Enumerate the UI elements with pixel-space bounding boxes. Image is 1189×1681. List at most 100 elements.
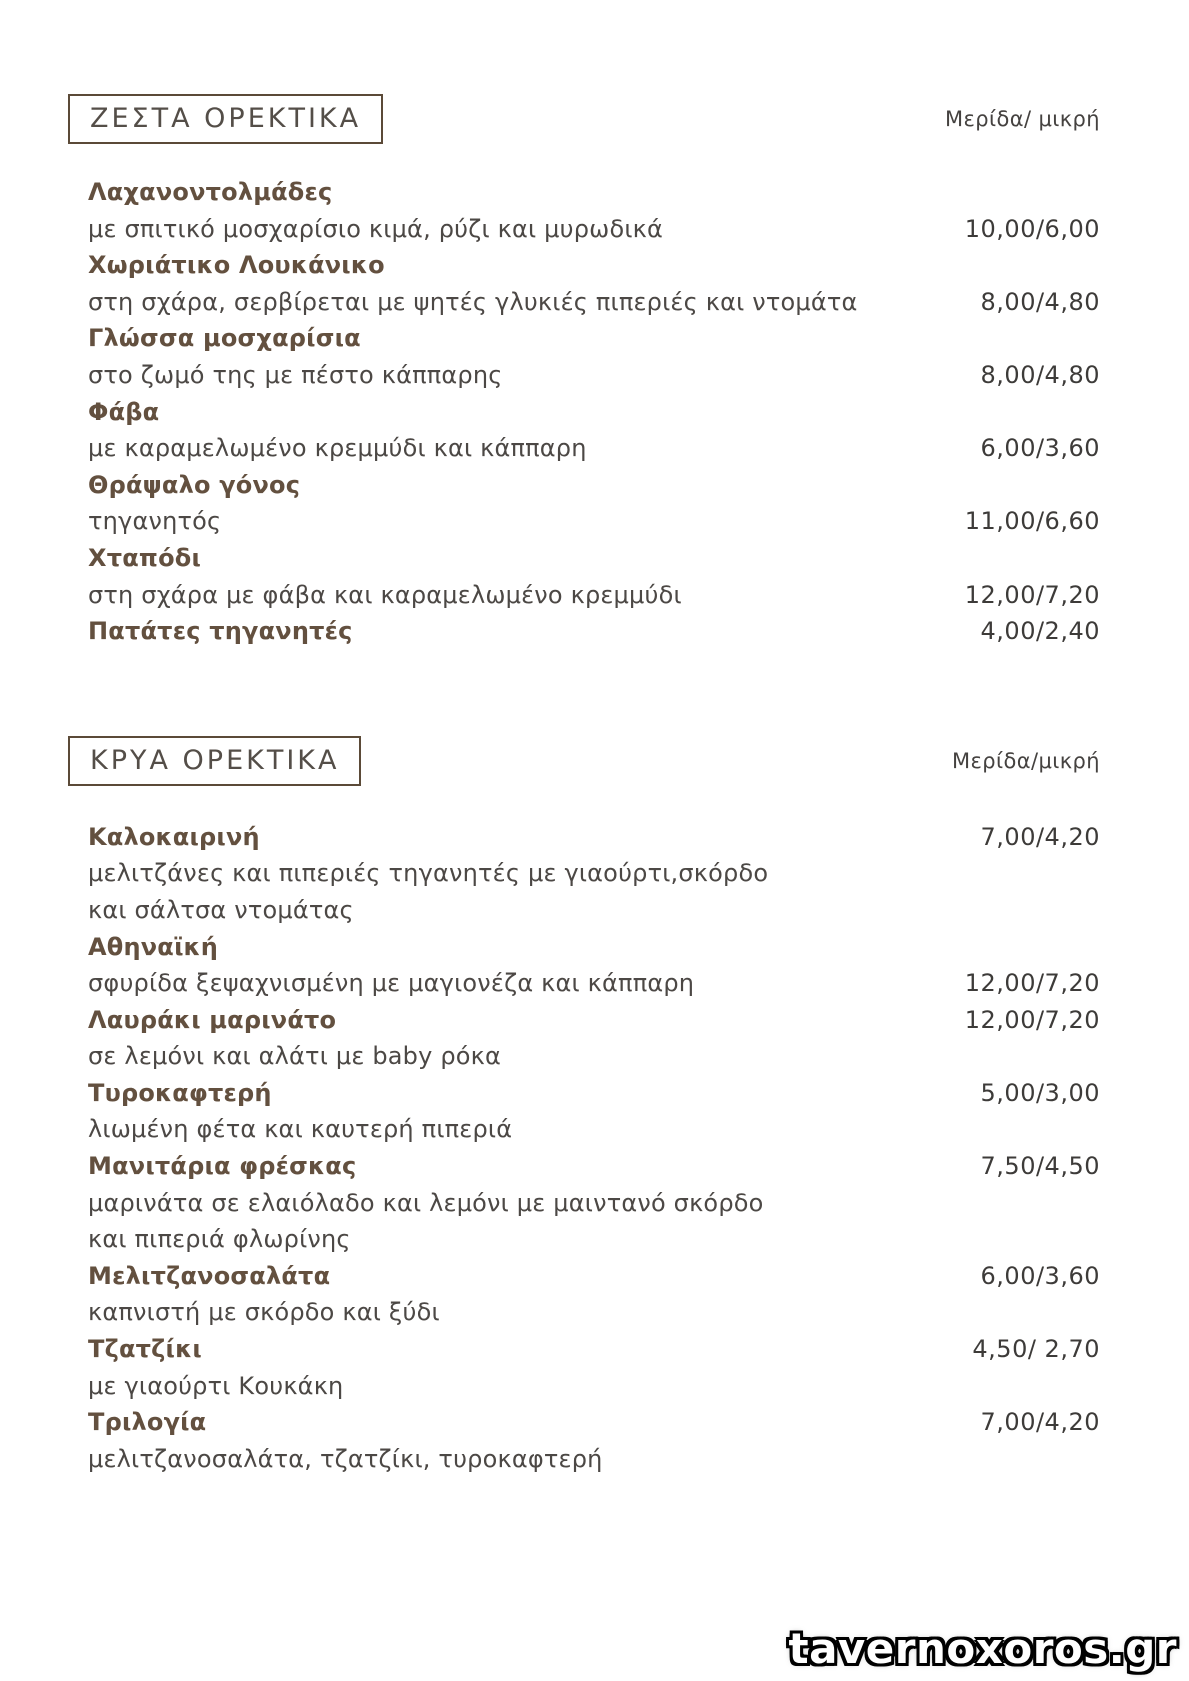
- menu-item: Πατάτες τηγανητές 4,00/2,40: [88, 613, 1100, 650]
- menu-section-2: ΚΡΥΑ ΟΡΕΚΤΙΚΑ Μερίδα/μικρή Καλοκαιρινή 7,00…: [0, 650, 1189, 1478]
- item-description-row: λιωμένη φέτα και καυτερή πιπεριά: [88, 1111, 1100, 1148]
- item-description: στη σχάρα με φάβα και καραμελωμένο κρεμμ…: [88, 580, 682, 609]
- section-items: Λαχανοντολμάδες με σπιτικό μοσχαρίσιο κιμ…: [68, 174, 1100, 650]
- portion-size-label: Μερίδα/ μικρή: [944, 107, 1100, 131]
- item-name-row: Θράψαλο γόνος: [88, 467, 1100, 504]
- item-price: 11,00/6,60: [964, 507, 1100, 536]
- item-description: μαρινάτα σε ελαιόλαδο και λεμόνι με μαιν…: [88, 1188, 764, 1217]
- menu-item: Αθηναϊκή σφυρίδα ξεψαχνισμένη με μαγιονέζ…: [88, 929, 1100, 1002]
- item-name: Θράψαλο γόνος: [88, 470, 301, 499]
- item-description-row: καπνιστή με σκόρδο και ξύδι: [88, 1294, 1100, 1331]
- item-name-row: Καλοκαιρινή 7,00/4,20: [88, 819, 1100, 856]
- item-description: σφυρίδα ξεψαχνισμένη με μαγιονέζα και κά…: [88, 969, 695, 998]
- item-description: τηγανητός: [88, 507, 222, 536]
- menu-item: Τριλογία 7,00/4,20 μελιτζανοσαλάτα, τζατζί…: [88, 1404, 1100, 1477]
- item-name-row: Τυροκαφτερή 5,00/3,00: [88, 1075, 1100, 1112]
- item-description: με γιαούρτι Κουκάκη: [88, 1371, 344, 1400]
- section-items: Καλοκαιρινή 7,00/4,20 μελιτζάνες και πιπερ…: [68, 819, 1100, 1478]
- item-name: Μανιτάρια φρέσκας: [88, 1152, 357, 1181]
- menu-item: Καλοκαιρινή 7,00/4,20 μελιτζάνες και πιπερ…: [88, 819, 1100, 929]
- item-name: Λαυράκι μαρινάτο: [88, 1005, 337, 1034]
- item-name-row: Μανιτάρια φρέσκας 7,50/4,50: [88, 1148, 1100, 1185]
- menu-item: Φάβα με καραμελωμένο κρεμμύδι και κάππαρη…: [88, 394, 1100, 467]
- section-title: ΚΡΥΑ ΟΡΕΚΤΙΚΑ: [90, 744, 340, 776]
- item-price: 4,50/ 2,70: [972, 1335, 1100, 1364]
- section-title-box: ΖΕΣΤΑ ΟΡΕΚΤΙΚΑ: [68, 94, 384, 144]
- item-name: Τυροκαφτερή: [88, 1078, 272, 1107]
- item-description-row: στη σχάρα με φάβα και καραμελωμένο κρεμμ…: [88, 577, 1100, 614]
- item-name-row: Πατάτες τηγανητές 4,00/2,40: [88, 613, 1100, 650]
- item-description: σε λεμόνι και αλάτι με baby ρόκα: [88, 1042, 502, 1071]
- item-name: Χωριάτικο Λουκάνικο: [88, 251, 385, 280]
- item-name-row: Τριλογία 7,00/4,20: [88, 1404, 1100, 1441]
- item-price: 6,00/3,60: [980, 1261, 1100, 1290]
- item-name-row: Λαχανοντολμάδες: [88, 174, 1100, 211]
- item-name: Μελιτζανοσαλάτα: [88, 1261, 331, 1290]
- item-name-row: Λαυράκι μαρινάτο 12,00/7,20: [88, 1002, 1100, 1039]
- item-price: 6,00/3,60: [980, 434, 1100, 463]
- menu-item: Χωριάτικο Λουκάνικο στη σχάρα, σερβίρεται…: [88, 247, 1100, 320]
- item-description: στη σχάρα, σερβίρεται με ψητές γλυκιές π…: [88, 287, 858, 316]
- item-description-row: με σπιτικό μοσχαρίσιο κιμά, ρύζι και μυρ…: [88, 211, 1100, 248]
- item-description-row: στη σχάρα, σερβίρεται με ψητές γλυκιές π…: [88, 284, 1100, 321]
- item-price: 5,00/3,00: [980, 1078, 1100, 1107]
- watermark: tavernoxoros.gr: [788, 1624, 1177, 1673]
- menu-item: Τυροκαφτερή 5,00/3,00 λιωμένη φέτα και καυ…: [88, 1075, 1100, 1148]
- item-name-row: Χταπόδι: [88, 540, 1100, 577]
- item-price: 8,00/4,80: [980, 287, 1100, 316]
- item-description: και πιπεριά φλωρίνης: [88, 1225, 351, 1254]
- section-title-box: ΚΡΥΑ ΟΡΕΚΤΙΚΑ: [68, 735, 362, 786]
- item-name-row: Φάβα: [88, 394, 1100, 431]
- item-name-row: Χωριάτικο Λουκάνικο: [88, 247, 1100, 284]
- section-title: ΖΕΣΤΑ ΟΡΕΚΤΙΚΑ: [90, 103, 362, 134]
- item-name: Αθηναϊκή: [88, 932, 219, 961]
- item-description: με καραμελωμένο κρεμμύδι και κάππαρη: [88, 434, 587, 463]
- item-description-row: στο ζωμό της με πέστο κάππαρης 8,00/4,80: [88, 357, 1100, 394]
- item-description-row: και πιπεριά φλωρίνης: [88, 1221, 1100, 1258]
- item-name: Πατάτες τηγανητές: [88, 617, 353, 646]
- section-header: ΚΡΥΑ ΟΡΕΚΤΙΚΑ Μερίδα/μικρή: [68, 735, 1100, 786]
- item-name: Γλώσσα μοσχαρίσια: [88, 324, 361, 353]
- item-description-row: σε λεμόνι και αλάτι με baby ρόκα: [88, 1038, 1100, 1075]
- item-description-row: τηγανητός 11,00/6,60: [88, 503, 1100, 540]
- item-description: και σάλτσα ντομάτας: [88, 895, 354, 924]
- item-description-row: με καραμελωμένο κρεμμύδι και κάππαρη 6,00…: [88, 430, 1100, 467]
- item-description-row: και σάλτσα ντομάτας: [88, 892, 1100, 929]
- menu-item: Χταπόδι στη σχάρα με φάβα και καραμελωμέν…: [88, 540, 1100, 613]
- item-price: 8,00/4,80: [980, 360, 1100, 389]
- item-price: 7,00/4,20: [980, 1408, 1100, 1437]
- item-price: 10,00/6,00: [964, 214, 1100, 243]
- item-name-row: Γλώσσα μοσχαρίσια: [88, 320, 1100, 357]
- menu-section-1: ΖΕΣΤΑ ΟΡΕΚΤΙΚΑ Μερίδα/ μικρή Λαχανοντολμάδ…: [0, 0, 1189, 650]
- item-price: 4,00/2,40: [980, 617, 1100, 646]
- item-description-row: μελιτζάνες και πιπεριές τηγανητές με για…: [88, 855, 1100, 892]
- portion-size-label: Μερίδα/μικρή: [952, 748, 1100, 773]
- item-description: καπνιστή με σκόρδο και ξύδι: [88, 1298, 440, 1327]
- menu-sections: ΖΕΣΤΑ ΟΡΕΚΤΙΚΑ Μερίδα/ μικρή Λαχανοντολμάδ…: [0, 0, 1189, 1478]
- item-name: Χταπόδι: [88, 543, 202, 572]
- item-name: Λαχανοντολμάδες: [88, 178, 333, 206]
- item-description: με σπιτικό μοσχαρίσιο κιμά, ρύζι και μυρ…: [88, 214, 664, 243]
- item-description-row: μελιτζανοσαλάτα, τζατζίκι, τυροκαφτερή: [88, 1441, 1100, 1478]
- item-description: λιωμένη φέτα και καυτερή πιπεριά: [88, 1115, 513, 1144]
- item-name: Τριλογία: [88, 1408, 207, 1437]
- menu-item: Τζατζίκι 4,50/ 2,70 με γιαούρτι Κουκάκη: [88, 1331, 1100, 1404]
- item-description: μελιτζάνες και πιπεριές τηγανητές με για…: [88, 859, 769, 888]
- item-price: 7,50/4,50: [980, 1152, 1100, 1181]
- section-header: ΖΕΣΤΑ ΟΡΕΚΤΙΚΑ Μερίδα/ μικρή: [68, 94, 1100, 144]
- item-name-row: Μελιτζανοσαλάτα 6,00/3,60: [88, 1258, 1100, 1295]
- item-description: στο ζωμό της με πέστο κάππαρης: [88, 360, 503, 389]
- item-name: Τζατζίκι: [88, 1335, 202, 1364]
- menu-item: Θράψαλο γόνος τηγανητός 11,00/6,60: [88, 467, 1100, 540]
- item-description: μελιτζανοσαλάτα, τζατζίκι, τυροκαφτερή: [88, 1444, 603, 1473]
- item-description-row: με γιαούρτι Κουκάκη: [88, 1368, 1100, 1405]
- item-name: Φάβα: [88, 397, 160, 426]
- item-name: Καλοκαιρινή: [88, 822, 260, 851]
- menu-item: Μανιτάρια φρέσκας 7,50/4,50 μαρινάτα σε ελ…: [88, 1148, 1100, 1258]
- menu-item: Γλώσσα μοσχαρίσια στο ζωμό της με πέστο κ…: [88, 320, 1100, 393]
- item-price: 12,00/7,20: [964, 969, 1100, 998]
- item-description-row: σφυρίδα ξεψαχνισμένη με μαγιονέζα και κά…: [88, 965, 1100, 1002]
- item-name-row: Τζατζίκι 4,50/ 2,70: [88, 1331, 1100, 1368]
- item-name-row: Αθηναϊκή: [88, 929, 1100, 966]
